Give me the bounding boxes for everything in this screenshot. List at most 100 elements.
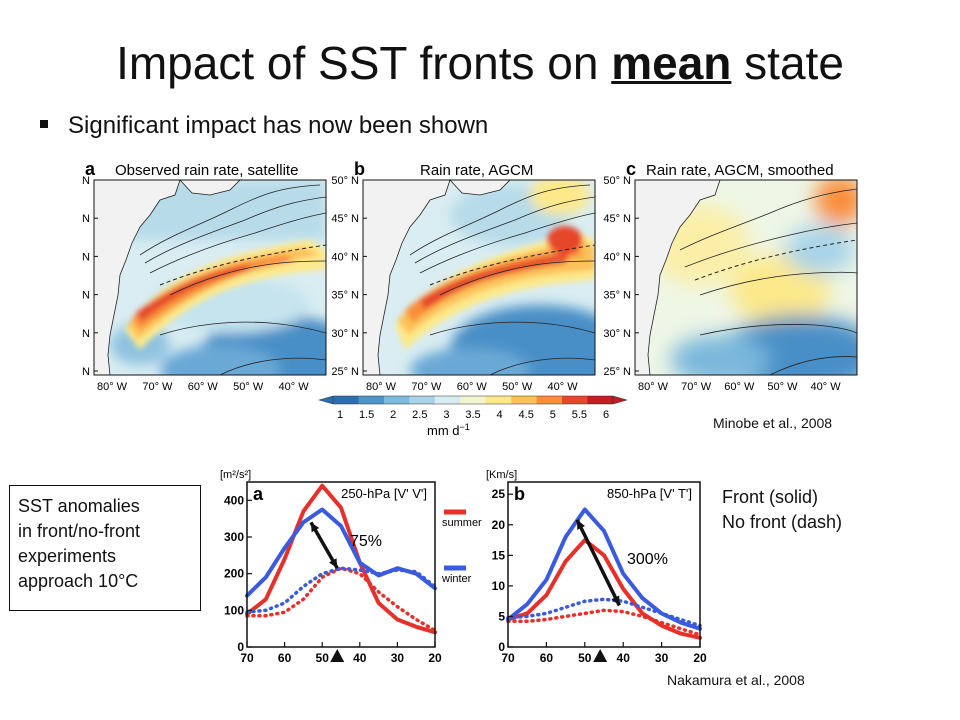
colorbar-tick-label: 6 [603,409,609,421]
y-tick-label: 300 [224,530,244,544]
map-a-letter: a [85,159,96,179]
lon-label: 50° W [502,381,533,393]
lon-label: 70° W [142,381,173,393]
colorbar-unit: mm d−1 [427,422,470,438]
sst-note-line-1: SST anomalies [18,496,140,516]
colorbar-segment [587,396,614,404]
y-tick-label: 10 [492,579,506,593]
rain-colorbar: 1 1.5 2 2.5 3 3.5 4 4.5 5 5.5 6 mm d−1 [318,395,628,438]
colorbar-tick-label: 4.5 [519,409,534,421]
lat-label: 50° N [331,175,359,187]
x-tick-label: 30 [655,651,669,665]
chart-title: 250-hPa [V' V'] [341,486,427,501]
colorbar-tick-label: 4 [497,409,503,421]
colorbar-tick-label: 5 [550,409,556,421]
colorbar-tick-label: 3.5 [465,409,480,421]
title-emphasis: mean [611,37,732,89]
lat-label: 45° N [603,213,631,225]
line-style-legend: Front (solid) No front (dash) [722,485,842,535]
lon-label: 80° W [366,381,397,393]
chart-frame [246,481,436,648]
x-tick-label: 20 [693,651,707,665]
bullet-text: Significant impact has now been shown [68,112,489,139]
chart-a-250hpa: a 250-hPa [V' V'] [m²/s²] 0 100 200 300 400 70 60… [220,469,482,665]
x-tick-label: 50 [316,651,330,665]
lat-label: 35° N [80,290,90,302]
lon-label: 80° W [97,381,128,393]
series-summer-solid [245,483,437,635]
chart-annotation: 75% [350,533,382,550]
y-tick-label: 20 [492,518,506,532]
lat-label: 45° N [331,213,359,225]
colorbar-max-arrow [612,395,628,405]
y-tick-label: 0 [237,640,244,654]
sst-note-box: SST anomalies in front/no-front experime… [9,485,201,611]
lon-label: 50° W [767,381,798,393]
lon-label: 60° W [724,381,755,393]
colorbar-segment [511,396,538,404]
lon-label: 40° W [811,381,842,393]
lon-label: 50° W [233,381,264,393]
colorbar-tick-label: 5.5 [572,409,587,421]
lat-label: 30° N [603,328,631,340]
y-tick-label: 25 [492,487,506,501]
colorbar-tick-label: 2.5 [412,409,427,421]
map-panel-b [362,179,596,376]
chart-panel-letter: a [253,484,264,504]
lat-label: 30° N [80,328,90,340]
lon-label: 70° W [681,381,712,393]
difference-arrow [575,519,621,607]
colorbar-tick-label: 3 [443,409,449,421]
legend-label: summer [442,517,482,529]
lon-label: 60° W [457,381,488,393]
lat-label: 40° N [80,251,90,263]
lon-label: 40° W [548,381,579,393]
lat-label: 50° N [603,175,631,187]
chart-frame [507,481,701,648]
colorbar-unit-text: mm d [427,423,460,438]
lat-label: 25° N [80,366,90,378]
colorbar-tick-label: 1.5 [359,409,374,421]
lat-label: 25° N [603,366,631,378]
lat-label: 35° N [603,290,631,302]
series-summer-solid [506,538,702,640]
sst-note-line-2: in front/no-front [18,521,141,541]
colorbar-segment [358,396,385,404]
bullet-point: Significant impact has now been shown [40,112,488,140]
chart-b-850hpa: b 850-hPa [V' T'] [Km/s] 0 5 10 15 20 25 70 60 50 40… [486,469,707,665]
lon-label: 70° W [411,381,442,393]
bullet-square-icon [40,119,48,128]
arrow-head-icon [611,595,620,606]
lat-label: 50° N [80,175,90,187]
chart-panel-letter: b [514,484,525,504]
colorbar-segment [536,396,563,404]
lon-label: 60° W [188,381,219,393]
x-tick-label: 20 [428,651,442,665]
lon-label: 40° W [279,381,310,393]
minobe-credit: Minobe et al., 2008 [713,415,833,431]
chart-annotation: 300% [627,551,668,568]
lat-label: 35° N [331,290,359,302]
colorbar-unit-exp: −1 [460,422,470,432]
y-tick-label: 400 [224,493,244,507]
colorbar-tick-label: 1 [337,409,343,421]
rain-rate-maps: a Observed rain rate, satellite b Rain r… [80,159,858,393]
arrow-head-icon [328,558,338,569]
nakamura-credit: Nakamura et al., 2008 [667,672,805,688]
x-tick-label: 60 [278,651,292,665]
legend-nofront-dash: No front (dash) [722,512,843,532]
map-b-letter: b [354,159,365,179]
x-tick-label: 40 [353,651,367,665]
map-b-title: Rain rate, AGCM [420,162,533,179]
x-tick-label: 70 [501,651,515,665]
x-tick-label: 60 [540,651,554,665]
colorbar-min-arrow [318,395,334,405]
y-tick-label: 5 [498,609,505,623]
title-suffix: state [731,37,844,89]
colorbar-segment [333,396,359,404]
series-winter-solid [506,507,702,631]
colorbar-segment [383,396,410,404]
colorbar-segment [562,396,589,404]
map-panel-a [93,179,327,376]
lat-label: 25° N [331,366,359,378]
